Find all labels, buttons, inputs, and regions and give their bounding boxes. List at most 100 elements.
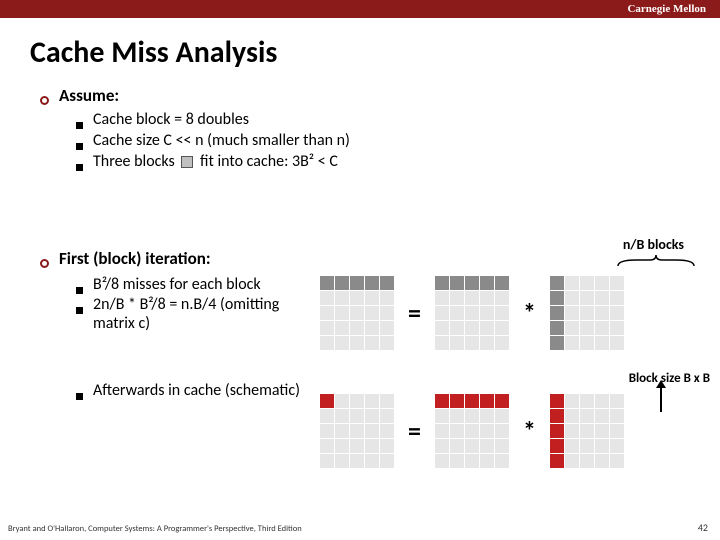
matrix-cell — [495, 439, 509, 453]
matrix-cell — [495, 424, 509, 438]
matrix-cell — [335, 424, 349, 438]
matrix-cell — [365, 454, 379, 468]
matrix-cell — [465, 454, 479, 468]
matrix-cell — [565, 454, 579, 468]
block-size-label: Block size B x B — [629, 371, 710, 386]
matrix-cell — [380, 424, 394, 438]
assume-text: Three blocks fit into cache: 3B² < C — [93, 152, 338, 171]
matrix-cell — [365, 394, 379, 408]
after-text: Afterwards in cache (schematic) — [93, 381, 300, 400]
matrix-a1 — [435, 276, 509, 350]
first-iter-head-row: First (block) iteration: — [40, 248, 320, 269]
matrix-cell — [480, 291, 494, 305]
matrix-cell — [495, 276, 509, 290]
matrix-cell — [380, 409, 394, 423]
matrix-cell — [495, 321, 509, 335]
matrix-cell — [480, 409, 494, 423]
matrix-cell — [435, 439, 449, 453]
matrix-cell — [365, 439, 379, 453]
block-icon — [181, 156, 193, 168]
matrix-cell — [595, 409, 609, 423]
matrix-cell — [595, 394, 609, 408]
first-iter-list: B²/8 misses for each block 2n/B * B²/8 =… — [40, 275, 320, 400]
org-label: Carnegie Mellon — [627, 3, 706, 15]
matrix-cell — [350, 439, 364, 453]
matrix-b2 — [550, 394, 624, 468]
matrix-cell — [380, 394, 394, 408]
matrix-cell — [435, 394, 449, 408]
matrix-cell — [380, 321, 394, 335]
matrix-cell — [495, 394, 509, 408]
matrix-cell — [365, 409, 379, 423]
matrix-cell — [610, 454, 624, 468]
matrix-cell — [320, 454, 334, 468]
footer-text: Bryant and O'Hallaron, Computer Systems:… — [8, 524, 302, 534]
matrix-cell — [465, 439, 479, 453]
matrix-cell — [350, 306, 364, 320]
matrix-cell — [550, 424, 564, 438]
matrix-cell — [480, 439, 494, 453]
matrix-cell — [450, 276, 464, 290]
matrix-cell — [450, 439, 464, 453]
matrix-cell — [565, 321, 579, 335]
matrix-cell — [335, 336, 349, 350]
matrix-cell — [365, 291, 379, 305]
matrix-cell — [365, 276, 379, 290]
matrix-c2 — [320, 394, 394, 468]
matrix-cell — [380, 306, 394, 320]
matrix-cell — [565, 336, 579, 350]
matrix-cell — [335, 454, 349, 468]
matrix-cell — [595, 291, 609, 305]
matrix-cell — [565, 291, 579, 305]
first-iter-item: B²/8 misses for each block — [76, 275, 320, 294]
matrix-cell — [435, 291, 449, 305]
matrix-cell — [380, 454, 394, 468]
matrix-b1 — [550, 276, 624, 350]
matrix-c1 — [320, 276, 394, 350]
matrix-cell — [580, 424, 594, 438]
matrix-cell — [320, 424, 334, 438]
matrix-cell — [580, 409, 594, 423]
matrix-cell — [480, 336, 494, 350]
matrix-cell — [565, 394, 579, 408]
matrix-cell — [335, 291, 349, 305]
matrix-cell — [495, 336, 509, 350]
matrix-cell — [550, 394, 564, 408]
matrix-cell — [380, 276, 394, 290]
first-iter-item: 2n/B * B²/8 = n.B/4 (omitting matrix c) — [76, 295, 320, 333]
assume-text: Cache size C << n (much smaller than n) — [93, 131, 350, 150]
assume-item: Cache size C << n (much smaller than n) — [76, 131, 690, 150]
matrix-cell — [495, 306, 509, 320]
matrix-cell — [465, 336, 479, 350]
matrix-cell — [550, 306, 564, 320]
matrix-cell — [580, 321, 594, 335]
multiply-icon: * — [523, 415, 536, 447]
matrix-cell — [480, 321, 494, 335]
matrix-cell — [350, 409, 364, 423]
matrix-cell — [320, 306, 334, 320]
matrix-cell — [465, 276, 479, 290]
matrix-cell — [550, 454, 564, 468]
matrix-cell — [465, 424, 479, 438]
equals-icon: = — [408, 415, 421, 447]
assume-item: Three blocks fit into cache: 3B² < C — [76, 152, 690, 171]
matrix-cell — [565, 424, 579, 438]
matrix-cell — [610, 321, 624, 335]
square-bullet-icon — [76, 307, 83, 314]
first-iter-text: B²/8 misses for each block — [93, 275, 261, 294]
matrix-cell — [580, 306, 594, 320]
matrix-cell — [350, 424, 364, 438]
content: Assume: Cache block = 8 doubles Cache si… — [0, 85, 720, 171]
matrix-cell — [550, 439, 564, 453]
first-iter-text: 2n/B * B²/8 = n.B/4 (omitting matrix c) — [93, 295, 320, 333]
matrix-cell — [610, 439, 624, 453]
matrix-cell — [465, 321, 479, 335]
matrix-cell — [580, 439, 594, 453]
matrix-cell — [465, 394, 479, 408]
circle-bullet-icon — [40, 96, 49, 105]
matrix-cell — [320, 439, 334, 453]
matrix-a2 — [435, 394, 509, 468]
matrix-cell — [350, 394, 364, 408]
matrix-cell — [465, 291, 479, 305]
matrix-cell — [380, 439, 394, 453]
